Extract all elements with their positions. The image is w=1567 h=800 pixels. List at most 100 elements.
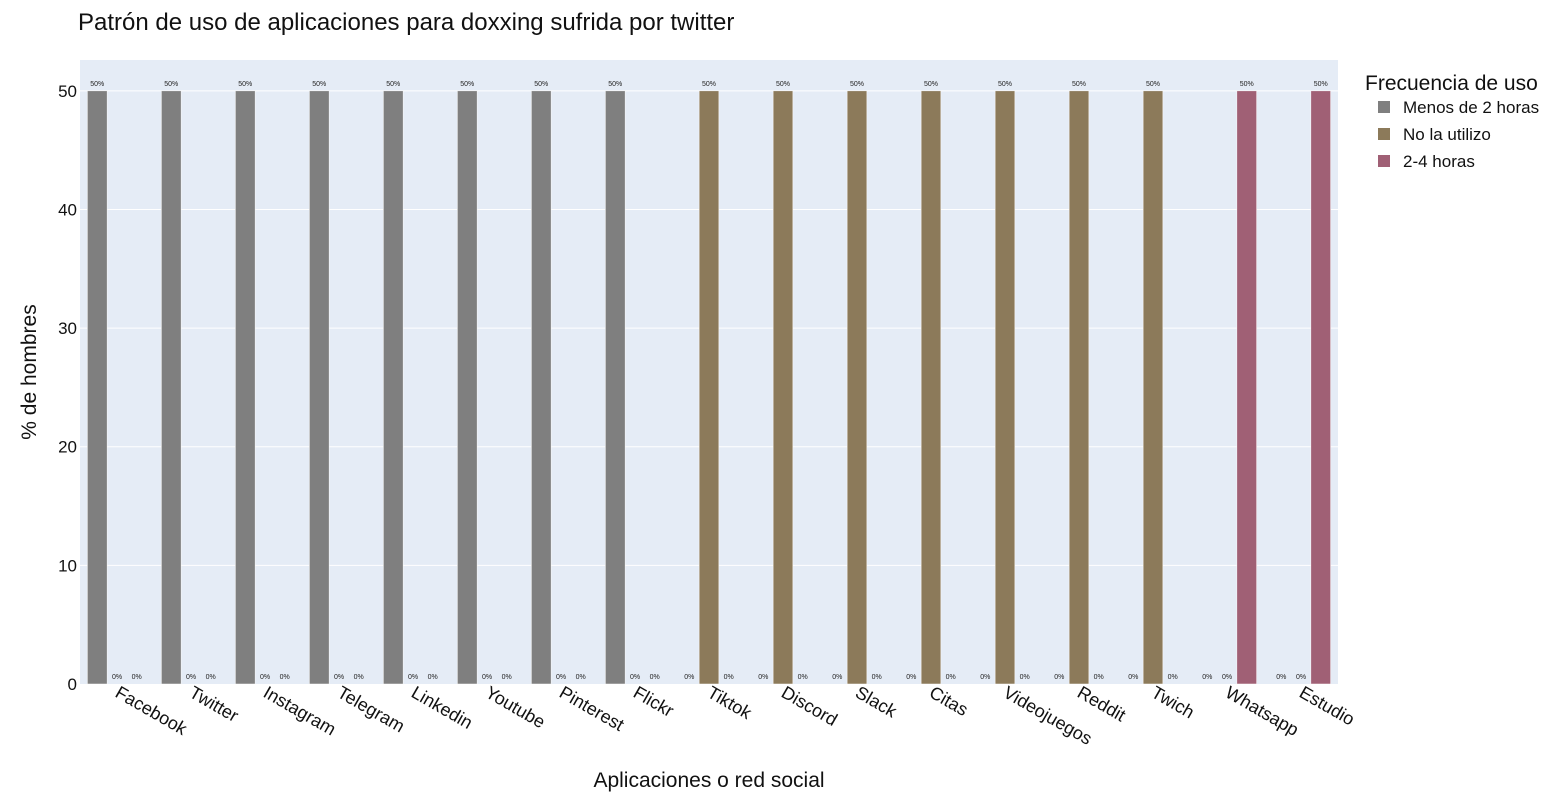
data-label: 0% xyxy=(482,674,492,681)
x-tick-label: Twich xyxy=(1148,682,1198,722)
data-label: 0% xyxy=(758,674,768,681)
bar xyxy=(920,90,942,685)
data-label: 50% xyxy=(312,81,326,88)
x-tick-label: Youtube xyxy=(482,682,549,732)
data-label: 0% xyxy=(650,674,660,681)
data-label: 0% xyxy=(260,674,270,681)
legend-swatch xyxy=(1378,128,1390,140)
bar xyxy=(1142,90,1164,685)
data-label: 0% xyxy=(630,674,640,681)
bar xyxy=(235,90,256,685)
x-axis-title: Aplicaciones o red social xyxy=(593,769,824,792)
data-label: 0% xyxy=(946,674,956,681)
data-label: 50% xyxy=(702,81,716,88)
data-label: 50% xyxy=(924,81,938,88)
bar xyxy=(1068,90,1090,685)
data-label: 0% xyxy=(980,674,990,681)
data-label: 0% xyxy=(112,674,122,681)
data-label: 0% xyxy=(1054,674,1064,681)
bar xyxy=(994,90,1016,685)
data-label: 50% xyxy=(998,81,1012,88)
data-label: 50% xyxy=(238,81,252,88)
bar xyxy=(772,90,794,685)
bar xyxy=(1310,90,1331,685)
y-tick-label: 50 xyxy=(58,82,77,101)
data-label: 0% xyxy=(872,674,882,681)
data-label: 0% xyxy=(334,674,344,681)
legend-title: Frecuencia de uso xyxy=(1365,72,1538,95)
data-label: 0% xyxy=(724,674,734,681)
bar xyxy=(161,90,182,685)
bar xyxy=(531,90,552,685)
data-label: 0% xyxy=(1128,674,1138,681)
x-tick-label: Tiktok xyxy=(704,682,756,723)
x-tick-label: Flickr xyxy=(630,682,677,721)
data-label: 50% xyxy=(1240,81,1254,88)
data-label: 0% xyxy=(1202,674,1212,681)
legend-item: No la utilizo xyxy=(1403,125,1491,144)
data-label: 0% xyxy=(832,674,842,681)
data-label: 50% xyxy=(1146,81,1160,88)
data-label: 0% xyxy=(1276,674,1286,681)
data-label: 50% xyxy=(386,81,400,88)
legend-swatch xyxy=(1378,155,1390,167)
data-label: 0% xyxy=(798,674,808,681)
bars xyxy=(87,90,1331,685)
x-tick-label: Twitter xyxy=(186,682,242,726)
y-tick-label: 0 xyxy=(68,675,77,694)
data-label: 0% xyxy=(1094,674,1104,681)
data-label: 0% xyxy=(906,674,916,681)
x-tick-label: Reddit xyxy=(1074,682,1129,725)
data-label: 50% xyxy=(776,81,790,88)
data-label: 0% xyxy=(280,674,290,681)
data-label: 50% xyxy=(1072,81,1086,88)
data-label: 50% xyxy=(90,81,104,88)
bar xyxy=(605,90,626,685)
data-label: 0% xyxy=(132,674,142,681)
x-tick-label: Slack xyxy=(852,682,901,722)
data-label: 50% xyxy=(534,81,548,88)
data-label: 0% xyxy=(206,674,216,681)
bar xyxy=(1236,90,1257,685)
data-label: 0% xyxy=(556,674,566,681)
data-label: 0% xyxy=(576,674,586,681)
y-axis-ticks: 0 10 20 30 40 50 xyxy=(58,82,77,694)
legend: Frecuencia de uso Menos de 2 horas No la … xyxy=(1365,72,1539,171)
data-label: 0% xyxy=(502,674,512,681)
bar xyxy=(383,90,404,685)
chart-title: Patrón de uso de aplicaciones para doxxi… xyxy=(78,9,734,36)
data-label: 0% xyxy=(684,674,694,681)
x-tick-label: Facebook xyxy=(112,682,191,739)
data-label: 50% xyxy=(1314,81,1328,88)
data-label: 50% xyxy=(164,81,178,88)
x-tick-label: Citas xyxy=(926,682,972,720)
y-tick-label: 20 xyxy=(58,438,77,457)
x-tick-label: Whatsapp xyxy=(1222,682,1302,740)
legend-swatch xyxy=(1378,101,1390,113)
bar xyxy=(87,90,108,685)
data-label: 0% xyxy=(186,674,196,681)
y-tick-label: 40 xyxy=(58,200,77,219)
y-tick-label: 10 xyxy=(58,556,77,575)
y-tick-label: 30 xyxy=(58,319,77,338)
bar xyxy=(698,90,720,685)
data-label: 0% xyxy=(1020,674,1030,681)
x-tick-label: Discord xyxy=(778,682,841,730)
bar xyxy=(846,90,868,685)
data-label: 50% xyxy=(608,81,622,88)
x-tick-label: Telegram xyxy=(334,682,408,736)
x-tick-label: Instagram xyxy=(260,682,339,739)
data-label: 0% xyxy=(354,674,364,681)
data-label: 50% xyxy=(850,81,864,88)
bar xyxy=(309,90,330,685)
data-label: 0% xyxy=(1222,674,1232,681)
x-tick-label: Linkedin xyxy=(408,682,476,733)
data-label: 0% xyxy=(1168,674,1178,681)
data-label: 0% xyxy=(428,674,438,681)
bar xyxy=(457,90,478,685)
legend-item: 2-4 horas xyxy=(1403,152,1475,171)
data-label: 50% xyxy=(460,81,474,88)
y-axis-title: % de hombres xyxy=(18,304,41,439)
